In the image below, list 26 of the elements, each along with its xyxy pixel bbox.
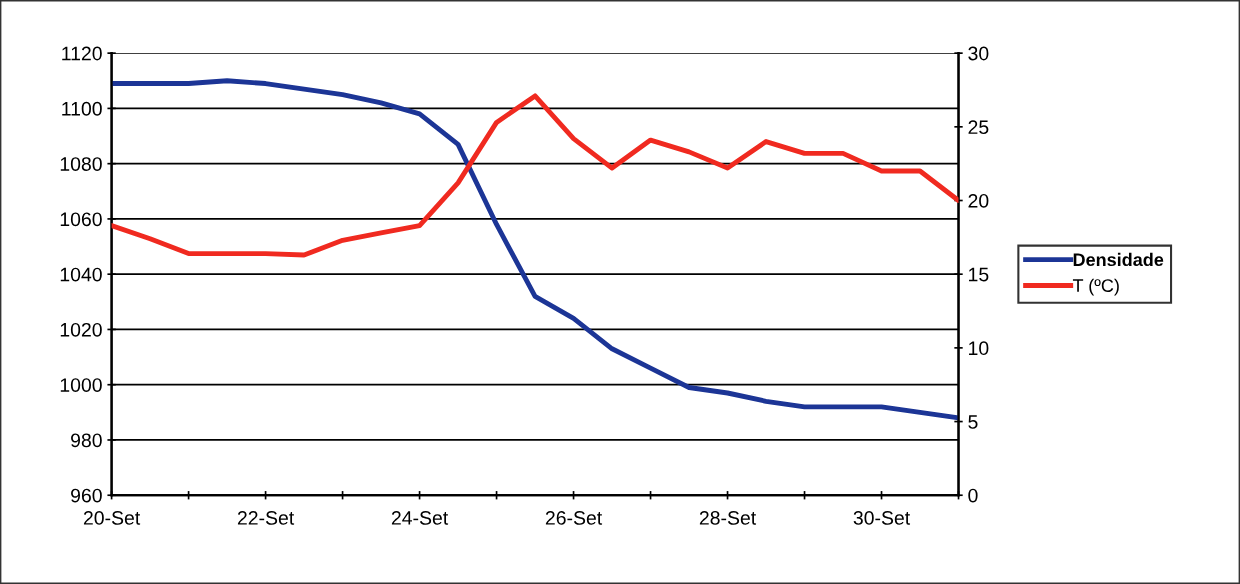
x-tick-label: 26-Set xyxy=(545,511,603,525)
y2-tick-label: 25 xyxy=(968,120,989,135)
line-series xyxy=(111,78,959,421)
y2-tick-label: 0 xyxy=(968,488,978,503)
y-tick-label: 980 xyxy=(71,433,102,448)
x-tick-label: 22-Set xyxy=(237,511,295,525)
x-tick-label: 20-Set xyxy=(83,511,141,525)
legend-label: T (ºC) xyxy=(1072,278,1119,296)
y2-tick-label: 15 xyxy=(969,267,989,282)
y-tick-label: 1020 xyxy=(60,322,102,337)
x-tick-label: 30-Set xyxy=(853,511,911,525)
y2-tick-label: 5 xyxy=(968,415,978,429)
y-tick-label: 960 xyxy=(71,488,102,503)
y2-tick-label: 20 xyxy=(968,193,989,208)
x-tick-label: 24-Set xyxy=(391,511,449,525)
y-tick-label: 1060 xyxy=(60,212,102,227)
y-tick-label: 1040 xyxy=(60,267,102,282)
y-tick-label: 1120 xyxy=(62,46,102,61)
legend-label: Densidade xyxy=(1073,252,1164,267)
y2-tick-label: 10 xyxy=(969,341,989,356)
y2-tick-label: 30 xyxy=(968,46,989,61)
y-tick-label: 1100 xyxy=(62,101,102,116)
x-tick-label: 28-Set xyxy=(699,511,757,525)
y-tick-label: 1080 xyxy=(60,157,102,171)
y-tick-label: 1000 xyxy=(60,378,102,392)
line-series xyxy=(111,93,959,258)
